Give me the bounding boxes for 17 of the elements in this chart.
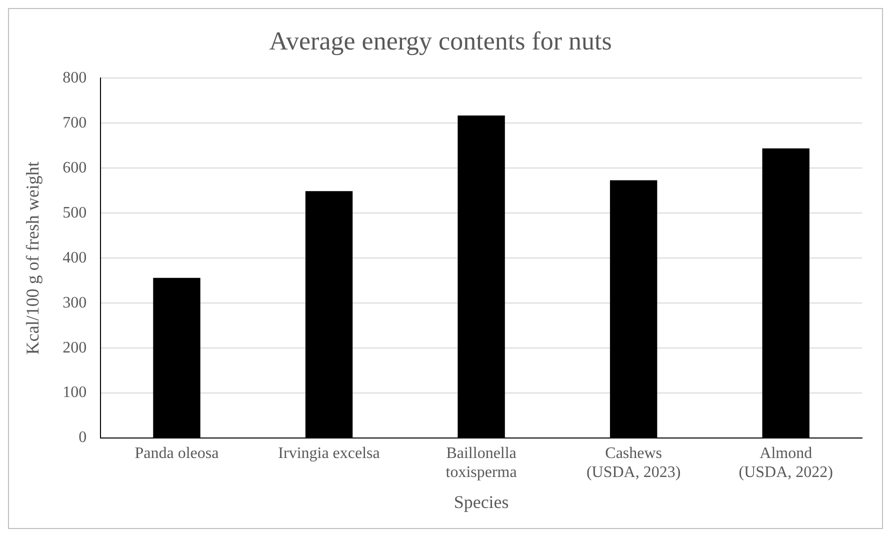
y-tick-label: 200	[62, 339, 87, 356]
x-tick-label: Almond (USDA, 2022)	[738, 444, 833, 482]
x-axis-title: Species	[454, 492, 509, 512]
y-tick-label: 700	[62, 114, 87, 132]
y-tick-label: 0	[78, 429, 87, 446]
chart-title: Average energy contents for nuts	[269, 26, 612, 56]
x-tick-label: Baillonella toxisperma	[446, 444, 517, 482]
y-tick-label: 400	[62, 249, 87, 266]
y-tick-label: 300	[62, 294, 87, 312]
x-tick-label: Cashews (USDA, 2023)	[586, 444, 681, 482]
y-tick-label: 600	[62, 159, 87, 176]
y-tick-label: 100	[62, 384, 87, 402]
x-tick-label: Panda oleosa	[134, 444, 219, 462]
x-tick-label: Irvingia excelsa	[278, 444, 380, 462]
y-axis-title: Kcal/100 g of fresh weight	[22, 162, 43, 355]
y-tick-label: 800	[62, 69, 87, 86]
y-tick-label: 500	[62, 204, 87, 222]
